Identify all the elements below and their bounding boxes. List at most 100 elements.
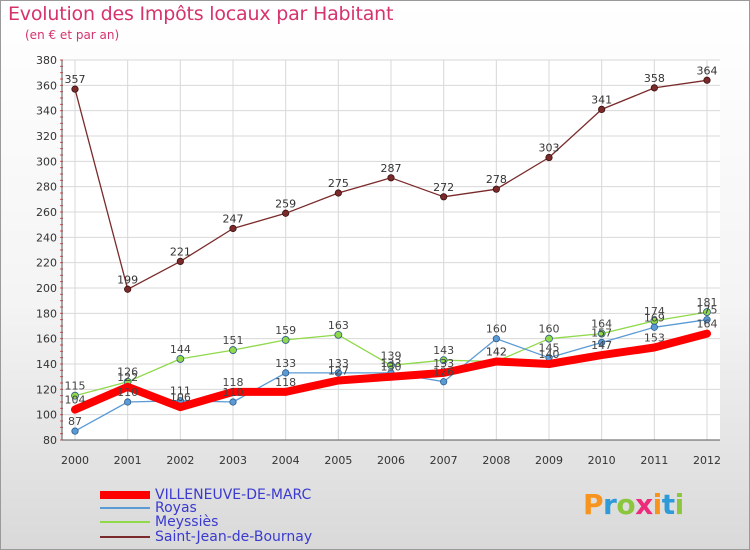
data-label: 126 (433, 366, 454, 379)
data-label: 159 (275, 324, 296, 337)
data-label: 118 (275, 376, 296, 389)
data-label: 110 (117, 386, 138, 399)
data-label: 145 (539, 342, 560, 355)
data-point (440, 193, 448, 201)
y-tick-label: 280 (36, 181, 57, 194)
data-label: 199 (117, 273, 138, 286)
data-label: 221 (170, 245, 191, 258)
data-label: 164 (697, 318, 718, 331)
data-label: 147 (591, 339, 612, 352)
y-tick-label: 140 (36, 358, 57, 371)
data-label: 181 (697, 296, 718, 309)
data-point (492, 335, 500, 343)
data-point (71, 427, 79, 435)
data-point (282, 369, 290, 377)
data-label: 104 (65, 394, 86, 407)
data-label: 110 (223, 386, 244, 399)
legend-label: Royas (155, 500, 197, 516)
data-label: 163 (328, 319, 349, 332)
logo-letter: r (603, 488, 617, 521)
data-point (229, 346, 237, 354)
data-point (545, 153, 553, 162)
data-label: 126 (117, 366, 138, 379)
logo-letter: x (635, 488, 653, 521)
y-tick-label: 360 (36, 79, 57, 92)
data-label: 139 (381, 349, 402, 362)
chart-title: Evolution des Impôts locaux par Habitant (8, 3, 394, 25)
y-tick-label: 380 (36, 54, 57, 67)
data-point (71, 391, 79, 400)
data-label: 115 (65, 380, 86, 393)
x-tick-label: 2001 (114, 454, 142, 467)
data-label: 275 (328, 177, 349, 190)
data-point (598, 105, 606, 114)
y-tick-label: 180 (36, 307, 57, 320)
data-label: 287 (381, 162, 402, 175)
data-point (334, 189, 342, 197)
x-tick-label: 2012 (693, 454, 721, 467)
data-label: 364 (697, 64, 718, 77)
data-point (703, 316, 711, 324)
data-point (334, 369, 342, 377)
data-point (176, 355, 185, 363)
legend-item-meyssies: Meyssiès (100, 514, 218, 530)
data-label: 357 (65, 73, 86, 86)
data-point (334, 330, 343, 339)
data-label: 157 (591, 326, 612, 339)
data-label: 111 (170, 385, 191, 398)
logo-letter: o (616, 488, 636, 521)
legend-label: Meyssiès (155, 514, 219, 530)
data-label: 142 (486, 345, 507, 358)
x-tick-label: 2010 (588, 454, 616, 467)
data-label: 151 (223, 334, 244, 347)
data-label: 341 (591, 93, 612, 106)
legend-swatch (100, 521, 150, 523)
data-label: 358 (644, 72, 665, 85)
data-label: 122 (117, 371, 138, 384)
legend-item-saint-jean: Saint-Jean-de-Bournay (100, 529, 312, 545)
data-label: 164 (591, 318, 612, 331)
data-point (598, 338, 606, 347)
data-point (176, 257, 184, 265)
data-label: 144 (170, 343, 191, 356)
data-point (282, 209, 290, 217)
data-label: 133 (328, 357, 349, 370)
data-point (703, 76, 711, 84)
x-tick-label: 2000 (61, 454, 89, 467)
data-point (71, 85, 79, 93)
chart-subtitle: (en € et par an) (25, 28, 120, 42)
series-line (71, 329, 711, 414)
data-label: 160 (486, 323, 507, 336)
y-tick-label: 240 (36, 231, 57, 244)
legend-item-royas: Royas (100, 500, 197, 516)
data-label: 142 (486, 345, 507, 358)
x-tick-label: 2002 (166, 454, 194, 467)
legend-item-villeneuve: VILLENEUVE-DE-MARC (100, 487, 311, 503)
y-tick-label: 300 (36, 155, 57, 168)
data-point (281, 336, 290, 344)
data-label: 130 (381, 361, 402, 374)
data-point (229, 224, 237, 233)
data-label: 127 (328, 364, 349, 377)
y-tick-label: 80 (43, 434, 57, 447)
x-tick-label: 2008 (482, 454, 510, 467)
data-point (439, 356, 448, 365)
data-point (229, 398, 237, 406)
x-tick-label: 2003 (219, 454, 247, 467)
logo-letter: i (674, 488, 685, 521)
y-tick-label: 220 (36, 257, 57, 270)
data-label: 118 (223, 376, 244, 389)
legend-swatch (100, 536, 150, 538)
data-point (387, 361, 395, 370)
y-tick-label: 340 (36, 105, 57, 118)
data-label: 175 (697, 304, 718, 317)
data-point (650, 323, 658, 331)
proxiti-logo: Proxiti (583, 488, 684, 521)
y-tick-label: 200 (36, 282, 57, 295)
x-tick-label: 2009 (535, 454, 563, 467)
data-label: 259 (275, 197, 296, 210)
x-tick-label: 2011 (640, 454, 668, 467)
y-tick-label: 160 (36, 333, 57, 346)
data-label: 174 (644, 305, 665, 318)
